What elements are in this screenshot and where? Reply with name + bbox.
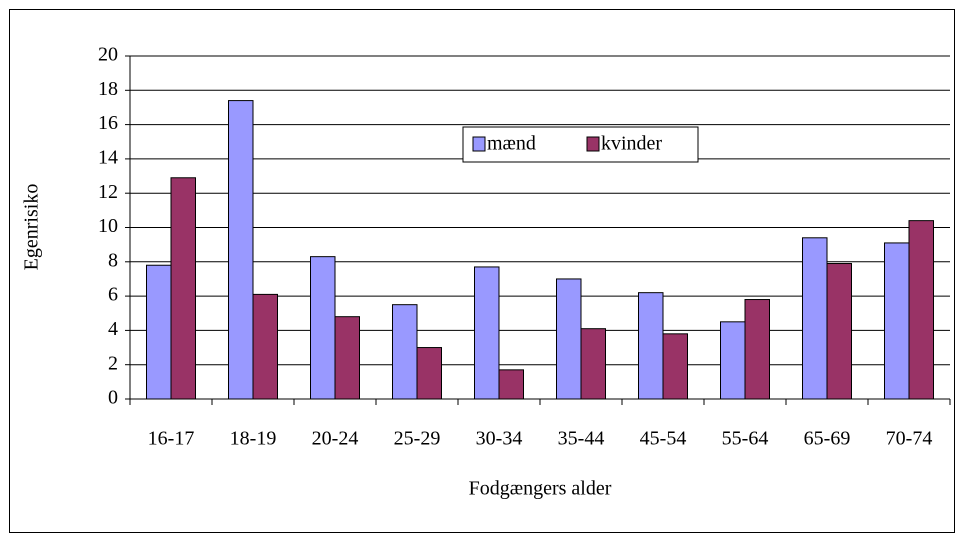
bar	[802, 237, 828, 400]
bar	[228, 100, 254, 400]
x-tick-label: 45-54	[640, 428, 687, 450]
x-tick-label: 18-19	[230, 428, 277, 450]
x-tick-label: 30-34	[476, 428, 523, 450]
bar	[416, 347, 442, 400]
y-tick-label: 0	[108, 387, 118, 409]
y-tick-label: 16	[98, 112, 118, 134]
bar	[556, 278, 582, 400]
bar	[884, 242, 910, 400]
bar	[334, 316, 360, 400]
y-tick-label: 20	[98, 44, 118, 66]
y-tick-label: 18	[98, 78, 118, 100]
bar	[580, 328, 606, 400]
bar	[826, 263, 852, 400]
y-tick-label: 6	[108, 284, 118, 306]
x-tick-label: 55-64	[722, 428, 769, 450]
x-tick-label: 25-29	[394, 428, 441, 450]
bar	[908, 220, 934, 400]
x-axis-label: Fodgængers alder	[469, 478, 612, 500]
x-tick-label: 16-17	[148, 428, 195, 450]
bar	[252, 293, 278, 400]
x-tick-label: 20-24	[312, 428, 359, 450]
legend-label: mænd	[487, 133, 536, 155]
legend-swatch	[472, 136, 486, 152]
bar	[662, 333, 688, 400]
bar	[498, 369, 524, 400]
bar	[474, 266, 500, 400]
legend-swatch	[586, 136, 600, 152]
y-tick-label: 14	[98, 146, 118, 168]
bar	[170, 177, 196, 400]
bar	[392, 304, 418, 400]
legend-box	[462, 126, 699, 163]
y-tick-label: 10	[98, 215, 118, 237]
y-tick-label: 12	[98, 181, 118, 203]
legend-label: kvinder	[601, 133, 662, 155]
bar	[638, 292, 664, 400]
y-tick-label: 8	[108, 249, 118, 271]
y-axis-label: Egenrisiko	[21, 184, 43, 271]
x-tick-label: 65-69	[804, 428, 851, 450]
bar	[744, 299, 770, 400]
bar	[310, 256, 336, 400]
bar	[720, 321, 746, 400]
y-tick-label: 4	[108, 318, 118, 340]
x-tick-label: 70-74	[886, 428, 933, 450]
bar	[146, 264, 172, 400]
y-tick-label: 2	[108, 352, 118, 374]
x-tick-label: 35-44	[558, 428, 605, 450]
